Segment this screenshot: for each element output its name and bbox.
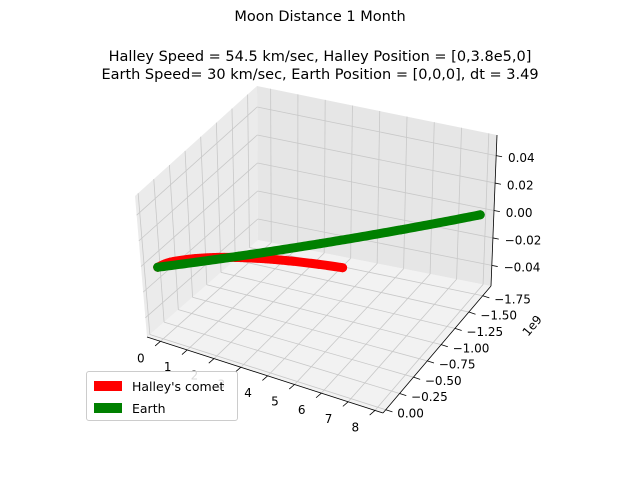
grid-x-floor (240, 258, 351, 368)
series-1-point-4 (475, 210, 485, 220)
y-tick-mark (399, 393, 407, 396)
y-offset-label: 1e9 (520, 313, 545, 339)
z-tick-mark (491, 265, 498, 267)
grid-x-floor (374, 284, 484, 411)
y-tick-mark (385, 409, 393, 413)
grid-z-left (140, 162, 258, 267)
grid-z-back (257, 190, 493, 239)
legend-swatch-halley (94, 381, 122, 391)
y-tick-label: −1.00 (453, 341, 490, 355)
x-tick-label: 4 (244, 386, 252, 400)
grid-z-back (257, 134, 496, 184)
title-line: Moon Distance 1 Month (234, 9, 405, 25)
series-0-point-7 (338, 263, 348, 273)
grid-y-floor (235, 259, 469, 313)
y-tick-label: −1.25 (466, 325, 503, 339)
grid-z-left (138, 134, 258, 242)
legend-label-earth: Earth (132, 400, 166, 416)
y-tick-label: −1.50 (480, 309, 517, 323)
y-tick-label: −0.75 (439, 358, 476, 372)
legend: Halley's comet Earth (86, 371, 238, 421)
x-tick-mark (369, 410, 376, 416)
title-line: Earth Speed= 30 km/sec, Earth Position =… (101, 67, 538, 83)
x-tick-mark (288, 384, 295, 390)
grid-x-floor (186, 247, 298, 351)
back-pane (257, 86, 497, 286)
series-0-point-5 (284, 256, 294, 266)
z-tick-mark (495, 182, 502, 185)
legend-item-halley: Halley's comet (94, 378, 224, 394)
grid-y-floor (149, 334, 386, 411)
x-tick-label: 8 (352, 421, 360, 435)
y-tick-label: −0.25 (411, 390, 448, 404)
series-1-point-3 (395, 225, 405, 235)
grid-x-floor (213, 252, 325, 359)
legend-item-earth: Earth (94, 400, 166, 416)
x-tick-label: 5 (271, 395, 279, 409)
grid-z-back (257, 106, 497, 156)
z-tick-label: 0.04 (508, 151, 535, 165)
z-tick-label: −0.02 (505, 233, 542, 247)
series-1-point-0 (153, 262, 163, 272)
y-axis-line (382, 285, 492, 414)
grid-y-floor (220, 271, 456, 329)
floor-pane (147, 240, 491, 413)
grid-x-floor (267, 263, 378, 377)
x-tick-label: 0 (137, 351, 145, 365)
y-tick-label: −0.50 (425, 374, 462, 388)
axes-panes (135, 86, 497, 413)
z-tick-label: 0.02 (507, 178, 534, 192)
y-tick-mark (441, 344, 448, 348)
grid-z-left (142, 190, 258, 293)
grid-x-floor (321, 273, 431, 394)
data-series (153, 210, 485, 273)
grid-y-floor (178, 309, 414, 378)
left-pane (135, 86, 258, 337)
x-tick-mark (342, 401, 349, 407)
z-tick-mark (496, 155, 503, 158)
x-tick-label: 1 (164, 360, 172, 374)
grid-y-floor (192, 296, 428, 362)
series-0-point-6 (314, 259, 324, 269)
series-1-point-1 (234, 251, 244, 261)
grid-y-floor (206, 284, 442, 346)
series-1-point-2 (315, 239, 325, 249)
grid-y-floor (249, 247, 483, 297)
y-tick-mark (427, 360, 435, 364)
x-tick-label: 6 (298, 403, 306, 417)
x-axis-line (146, 336, 384, 414)
series-1 (153, 210, 485, 272)
grid-z-left (136, 106, 258, 216)
x-tick-mark (181, 349, 188, 355)
y-tick-mark (413, 376, 421, 380)
title-line: Halley Speed = 54.5 km/sec, Halley Posit… (109, 49, 532, 65)
chart-title: Moon Distance 1 Month Halley Speed = 54.5… (101, 9, 538, 83)
z-tick-mark (493, 210, 500, 213)
grid-z-back (257, 162, 495, 211)
z-tick-label: 0.00 (506, 206, 533, 220)
z-tick-label: −0.04 (504, 261, 541, 275)
x-tick-mark (208, 358, 215, 364)
grid-x-floor (294, 268, 404, 385)
legend-label-halley: Halley's comet (132, 378, 225, 394)
grid-lines (136, 88, 498, 414)
x-tick-mark (315, 392, 322, 399)
grid-z-left (145, 218, 259, 319)
z-tick-mark (492, 237, 499, 240)
x-tick-mark (154, 341, 161, 347)
y-tick-mark (468, 311, 476, 315)
x-tick-label: 7 (325, 412, 333, 426)
grid-y-floor (163, 321, 400, 394)
y-tick-mark (454, 327, 462, 331)
grid-x-floor (347, 278, 457, 403)
y-tick-label: 0.00 (397, 406, 424, 420)
legend-swatch-earth (94, 403, 122, 413)
y-tick-mark (482, 295, 490, 299)
grid-z-back (257, 218, 492, 266)
x-tick-mark (262, 375, 268, 381)
y-tick-label: −1.75 (494, 292, 531, 306)
